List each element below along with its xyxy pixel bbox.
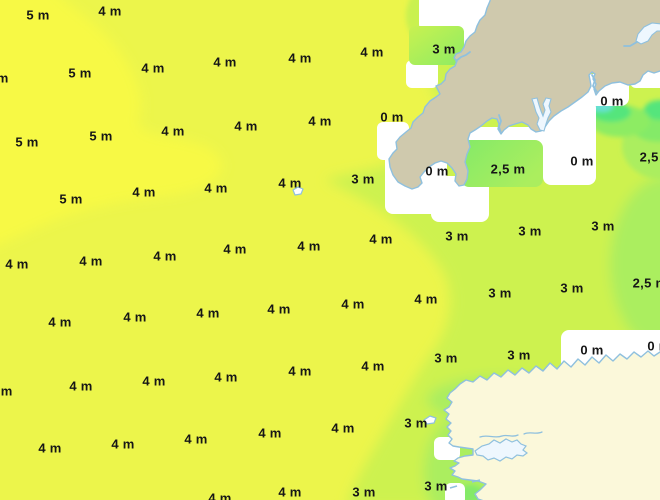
start-bay-1m <box>644 100 660 120</box>
wave-height-label: 4 m <box>48 314 72 330</box>
wave-height-label: 3 m <box>488 285 512 301</box>
wave-height-label: 4 m <box>288 363 312 379</box>
wave-height-label: 4 m <box>297 238 321 254</box>
dart-estuary <box>591 74 598 93</box>
wave-height-label: 5 m <box>59 191 83 207</box>
no-data-cell <box>543 100 596 185</box>
land-cornwall <box>388 0 660 190</box>
wave-height-label: 4 m <box>204 180 228 196</box>
wave-height-label: 3 m <box>591 218 615 234</box>
wave-height-label: 4 m <box>196 305 220 321</box>
wave-height-label: 0 m <box>647 338 660 354</box>
wave-height-label: 4 m <box>0 383 13 399</box>
wave-height-label: 4 m <box>38 440 62 456</box>
wave-height-label: 2,5 m <box>632 275 660 291</box>
wave-height-label: 0 m <box>425 163 449 179</box>
wave-height-label: 5 m <box>26 7 50 23</box>
wave-zone-5m <box>0 0 222 245</box>
wave-height-label: 4 m <box>184 431 208 447</box>
wave-height-label: 0 m <box>570 153 594 169</box>
wave-height-label: 4 m <box>288 50 312 66</box>
wave-height-label: 0 m <box>380 109 404 125</box>
wave-height-label: 4 m <box>223 241 247 257</box>
wave-height-label: 4 m <box>278 175 302 191</box>
wave-height-label: 0 m <box>580 342 604 358</box>
wave-height-label: 2,5 m <box>490 161 526 177</box>
wave-height-label: 3 m <box>518 223 542 239</box>
estuaries <box>455 22 660 462</box>
wave-height-label: 4 m <box>98 3 122 19</box>
no-data-cell <box>431 176 489 222</box>
wave-height-label: 4 m <box>414 291 438 307</box>
molene-island <box>449 485 458 489</box>
wave-height-label: 4 m <box>153 248 177 264</box>
wave-height-label: 5 m <box>0 70 9 86</box>
exe-estuary-water <box>635 22 660 45</box>
sein-island <box>471 479 481 483</box>
wave-height-label: 4 m <box>69 378 93 394</box>
data-cell-3m <box>409 26 464 65</box>
plymouth-estuary-water <box>531 97 552 132</box>
wave-height-label: 4 m <box>141 60 165 76</box>
wave-height-label: 3 m <box>432 41 456 57</box>
wave-height-label: 4 m <box>213 54 237 70</box>
scilly-isles-island <box>292 186 304 196</box>
wave-height-label: 4 m <box>111 436 135 452</box>
fal-estuary <box>498 114 502 134</box>
wave-height-label: 3 m <box>445 228 469 244</box>
wave-height-label: 3 m <box>560 280 584 296</box>
islands <box>292 186 481 489</box>
camel-estuary <box>455 51 471 62</box>
wave-height-label: 3 m <box>404 415 428 431</box>
wave-height-label: 4 m <box>208 490 232 500</box>
wave-height-label: 4 m <box>161 123 185 139</box>
wave-height-label: 4 m <box>361 358 385 374</box>
wave-height-label: 4 m <box>123 309 147 325</box>
wave-height-label: 4 m <box>132 184 156 200</box>
wave-height-label: 3 m <box>434 350 458 366</box>
wave-height-label: 4 m <box>369 231 393 247</box>
wave-height-label: 4 m <box>214 369 238 385</box>
wave-height-label: 3 m <box>351 171 375 187</box>
wave-height-label: 4 m <box>79 253 103 269</box>
rade-de-brest-water <box>474 438 528 462</box>
wave-height-label: 5 m <box>68 65 92 81</box>
wave-height-label: 4 m <box>258 425 282 441</box>
ushant-island <box>423 415 437 425</box>
wave-zone-2-5m-right <box>610 176 660 352</box>
wave-height-label: 0 m <box>600 93 624 109</box>
wave-height-label: 4 m <box>5 256 29 272</box>
no-data-cell <box>406 60 438 88</box>
wave-height-label: 4 m <box>278 484 302 500</box>
wave-height-label: 2,5 m <box>639 149 660 165</box>
wave-height-label: 3 m <box>352 484 376 500</box>
data-cell-2-5m <box>461 140 543 187</box>
land-brittany <box>443 350 660 500</box>
wave-height-label: 4 m <box>341 296 365 312</box>
wave-height-label: 5 m <box>15 134 39 150</box>
wave-height-label: 4 m <box>308 113 332 129</box>
aber-river-west <box>479 434 519 438</box>
wave-height-label: 4 m <box>331 420 355 436</box>
wave-height-label: 3 m <box>424 478 448 494</box>
wave-height-label: 4 m <box>142 373 166 389</box>
exe-river <box>623 41 638 47</box>
wave-height-label: 4 m <box>267 301 291 317</box>
wave-height-label: 3 m <box>507 347 531 363</box>
wave-height-label: 4 m <box>234 118 258 134</box>
wave-height-label: 5 m <box>89 128 113 144</box>
aber-river-east <box>523 431 543 435</box>
wave-height-label: 4 m <box>360 44 384 60</box>
